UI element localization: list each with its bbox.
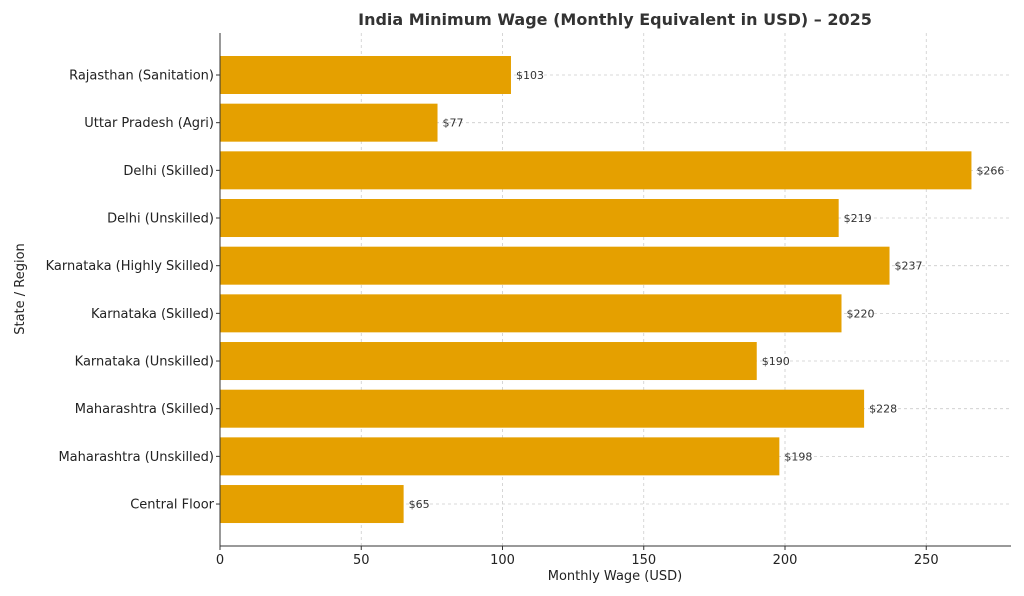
bar-value-label: $190 <box>762 355 790 368</box>
x-tick-label: 200 <box>773 553 798 568</box>
bar-value-label: $228 <box>869 403 897 416</box>
chart-title: India Minimum Wage (Monthly Equivalent i… <box>358 10 872 29</box>
bar-value-label: $198 <box>784 450 812 463</box>
y-tick-label: Uttar Pradesh (Agri) <box>84 116 214 131</box>
bar-value-label: $237 <box>895 260 923 273</box>
bar-value-label: $77 <box>443 117 464 130</box>
bar <box>220 199 839 238</box>
y-tick-label: Karnataka (Highly Skilled) <box>46 259 214 274</box>
y-tick-label: Maharashtra (Skilled) <box>75 402 214 417</box>
y-tick-label: Karnataka (Skilled) <box>91 307 214 322</box>
bar <box>220 151 972 190</box>
x-axis-label: Monthly Wage (USD) <box>548 569 682 584</box>
x-tick-label: 250 <box>914 553 939 568</box>
bars-layer: $103 $77 $266 $219 $237 $220 $190 $228 $198 $65 <box>220 56 1004 524</box>
bar <box>220 294 842 333</box>
x-tick-label: 100 <box>490 553 515 568</box>
bar <box>220 389 865 428</box>
y-tick-label: Karnataka (Unskilled) <box>75 355 214 370</box>
y-tick-label: Rajasthan (Sanitation) <box>69 69 214 84</box>
y-tick-label: Central Floor <box>130 498 214 513</box>
y-tick-label: Maharashtra (Unskilled) <box>58 450 214 465</box>
bar-value-label: $266 <box>976 164 1004 177</box>
x-tick-label: 150 <box>631 553 656 568</box>
bar-value-label: $219 <box>844 212 872 225</box>
y-tick-label: Delhi (Unskilled) <box>107 212 214 227</box>
y-tick-label: Delhi (Skilled) <box>123 164 214 179</box>
axes-layer: Rajasthan (Sanitation) Uttar Pradesh (Agr… <box>46 33 1011 568</box>
bar-value-label: $65 <box>409 498 430 511</box>
x-tick-label: 50 <box>353 553 370 568</box>
bar <box>220 246 890 285</box>
bar <box>220 342 757 381</box>
bar <box>220 103 438 142</box>
bar <box>220 56 511 94</box>
bar <box>220 437 780 476</box>
x-tick-label: 0 <box>216 553 224 568</box>
bar-value-label: $103 <box>516 69 544 82</box>
bar <box>220 485 404 524</box>
bar-value-label: $220 <box>847 307 875 320</box>
y-axis-label: State / Region <box>13 243 28 335</box>
